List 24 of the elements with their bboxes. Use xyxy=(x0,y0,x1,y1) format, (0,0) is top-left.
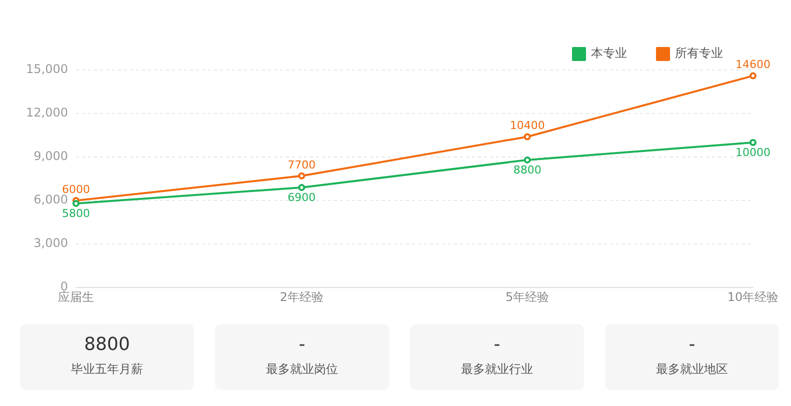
legend-label: 本专业 xyxy=(591,46,627,60)
text: 最多就业地区 xyxy=(655,361,729,378)
y-tick-label: 9,000 xyxy=(34,149,68,164)
text: 8800 xyxy=(83,334,131,355)
x-tick-label: 5年经验 xyxy=(506,290,550,304)
data-label: 6900 xyxy=(288,190,316,204)
data-label: 7700 xyxy=(288,158,316,172)
text: 最多就业行业 xyxy=(460,361,534,378)
data-label: 5800 xyxy=(62,206,90,220)
x-tick-label: 10年经验 xyxy=(727,290,779,304)
data-label: 10000 xyxy=(736,146,770,159)
y-tick-label: 12,000 xyxy=(26,106,68,120)
y-tick-label: 15,000 xyxy=(26,62,68,76)
data-label: 10400 xyxy=(510,119,545,132)
text: 最多就业岗位 xyxy=(265,361,339,378)
text: - xyxy=(688,334,696,355)
y-tick-label: 3,000 xyxy=(34,236,68,250)
text: - xyxy=(298,334,306,355)
text: - xyxy=(492,334,502,355)
data-label: 8800 xyxy=(513,163,542,176)
data-label: 14600 xyxy=(736,58,770,72)
x-tick-label: 2年经验 xyxy=(280,290,324,304)
legend-label: 所有专业 xyxy=(675,46,723,60)
text: 毕业五年月薪 xyxy=(70,361,144,378)
